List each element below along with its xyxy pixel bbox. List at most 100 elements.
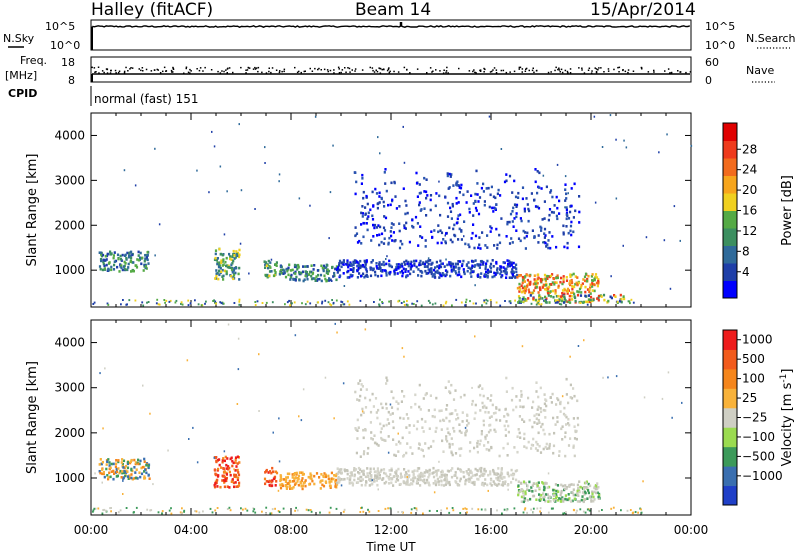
power-echo-cell <box>269 261 272 264</box>
velocity-echo-cell <box>380 427 383 430</box>
power-nearrange-cell <box>406 304 409 307</box>
velocity-echo-cell <box>515 478 518 482</box>
velocity-echo-cell <box>353 474 356 478</box>
velocity-echo-cell <box>526 498 529 502</box>
power-nearrange-cell <box>630 298 633 301</box>
velocity-echo-cell <box>505 420 508 423</box>
power-echo-cell <box>622 295 625 298</box>
velocity-echo-cell <box>403 395 406 398</box>
power-nearrange-cell <box>400 302 403 304</box>
power-echo-cell <box>571 285 574 288</box>
power-echo-cell <box>539 277 543 281</box>
power-nearrange-cell <box>359 299 362 302</box>
velocity-nearrange-cell <box>242 508 244 511</box>
velocity-echo-cell <box>539 410 543 414</box>
power-echo-cell <box>519 217 522 220</box>
velocity-echo-cell <box>542 447 545 451</box>
power-echo-cell <box>294 270 297 274</box>
velocity-echo-cell <box>301 484 304 488</box>
power-echo-cell <box>380 232 384 236</box>
velocity-nearrange-cell <box>384 507 387 510</box>
power-echo-cell <box>340 261 343 265</box>
velocity-echo-cell <box>127 477 130 480</box>
velocity-echo-cell <box>112 469 115 473</box>
power-isolated-cell <box>567 192 569 195</box>
velocity-echo-cell <box>445 435 448 438</box>
velocity-echo-cell <box>308 483 311 486</box>
power-echo-cell <box>134 264 137 267</box>
nave-point <box>162 70 164 73</box>
velocity-echo-cell <box>389 473 392 476</box>
velocity-echo-cell <box>143 457 146 461</box>
power-echo-cell <box>505 235 508 238</box>
nave-point <box>345 71 347 73</box>
velocity-echo-cell <box>473 483 476 486</box>
velocity-echo-cell <box>427 483 431 486</box>
velocity-echo-cell <box>143 477 146 480</box>
power-echo-cell <box>328 277 331 280</box>
power-echo-cell <box>565 225 568 228</box>
power-echo-cell <box>385 274 388 277</box>
velocity-echo-cell <box>423 474 426 478</box>
power-echo-cell <box>306 265 309 268</box>
velocity-echo-cell <box>501 477 504 480</box>
power-echo-cell <box>417 244 420 247</box>
velocity-nearrange-cell <box>244 507 247 510</box>
nave-point <box>664 70 666 72</box>
power-echo-cell <box>547 239 550 242</box>
velocity-nearrange-cell <box>640 508 642 511</box>
power-echo-cell <box>423 190 426 193</box>
velocity-echo-cell <box>118 471 121 475</box>
power-echo-cell <box>549 191 552 194</box>
power-echo-cell <box>361 173 364 177</box>
velocity-echo-cell <box>554 500 557 503</box>
velocity-echo-cell <box>545 404 548 408</box>
velocity-echo-cell <box>389 413 392 416</box>
power-echo-cell <box>450 173 453 176</box>
power-echo-cell <box>596 284 599 288</box>
power-echo-cell <box>130 256 133 260</box>
velocity-nearrange-cell <box>180 512 183 515</box>
power-echo-cell <box>318 277 321 281</box>
power-isolated-cell <box>594 201 597 204</box>
nave-point <box>429 67 432 69</box>
velocity-echo-cell <box>221 479 224 482</box>
velocity-echo-cell <box>297 474 301 478</box>
velocity-echo-cell <box>470 471 473 474</box>
power-echo-cell <box>371 190 374 194</box>
velocity-echo-cell <box>559 401 562 405</box>
power-echo-cell <box>480 186 483 190</box>
nave-point <box>447 72 449 74</box>
power-echo-cell <box>267 266 270 270</box>
power-echo-cell <box>431 236 434 239</box>
velocity-echo-cell <box>304 479 307 482</box>
power-echo-cell <box>398 229 401 233</box>
power-echo-cell <box>486 268 490 272</box>
nave-point <box>172 67 174 70</box>
nave-point <box>281 70 283 73</box>
nave-point <box>170 69 173 72</box>
velocity-echo-cell <box>346 477 349 480</box>
velocity-nearrange-cell <box>620 509 622 512</box>
velocity-echo-cell <box>535 498 538 501</box>
power-echo-cell <box>573 295 576 298</box>
power-echo-cell <box>372 235 375 238</box>
velocity-echo-cell <box>379 470 382 473</box>
velocity-echo-cell <box>419 484 422 487</box>
power-echo-cell <box>517 237 521 240</box>
power-echo-cell <box>393 268 396 272</box>
cpid-text: normal (fast) 151 <box>94 92 198 106</box>
velocity-echo-cell <box>591 492 594 496</box>
velocity-echo-cell <box>437 483 441 486</box>
power-nearrange-cell <box>483 301 486 304</box>
power-echo-cell <box>572 285 575 289</box>
velocity-echo-cell <box>293 477 296 480</box>
nave-point <box>667 68 670 70</box>
power-echo-cell <box>361 177 364 180</box>
power-echo-cell <box>425 190 428 194</box>
power-echo-cell <box>537 299 540 303</box>
power-echo-cell <box>419 209 422 212</box>
velocity-nearrange-cell <box>119 509 122 512</box>
velocity-echo-cell <box>271 484 274 487</box>
power-nearrange-cell <box>158 303 161 306</box>
